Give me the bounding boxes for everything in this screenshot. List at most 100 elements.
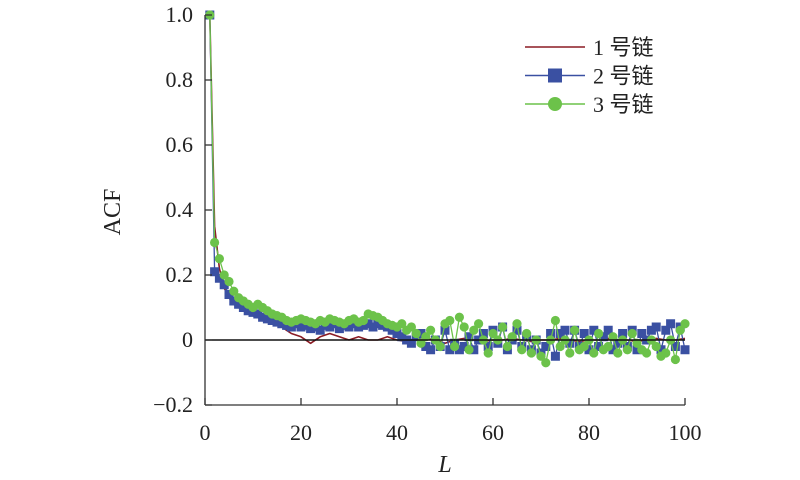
series-2-point bbox=[397, 332, 407, 342]
series-3-point bbox=[483, 348, 493, 358]
series-2-point bbox=[315, 325, 325, 335]
y-tick-label: 0.4 bbox=[166, 197, 194, 222]
series-2-point bbox=[541, 342, 551, 351]
series-3-point bbox=[416, 338, 426, 348]
series-3-point bbox=[536, 351, 546, 361]
series-2-point bbox=[584, 345, 594, 355]
series-2-point bbox=[656, 345, 666, 355]
series-2-point bbox=[565, 338, 575, 348]
series-3-point bbox=[565, 348, 575, 358]
series-2-point bbox=[550, 351, 560, 361]
series-2-point bbox=[560, 325, 570, 335]
series-2-point bbox=[555, 329, 565, 338]
legend-label: 2 号链 bbox=[593, 64, 654, 89]
series-2-point bbox=[546, 329, 556, 338]
series-2-point bbox=[344, 322, 354, 332]
y-tick-label: 0.6 bbox=[166, 132, 194, 157]
series-2-point bbox=[286, 322, 296, 332]
legend-item-2: 2 号链 bbox=[525, 64, 654, 89]
legend-circle-marker bbox=[548, 97, 562, 111]
y-tick-label: 0.8 bbox=[166, 67, 194, 92]
series-3-point bbox=[589, 348, 599, 358]
series-2-point bbox=[661, 325, 671, 335]
series-2-point bbox=[445, 345, 455, 355]
series-2-point bbox=[392, 329, 402, 338]
series-2-point bbox=[613, 338, 623, 348]
series-3-point bbox=[550, 315, 561, 326]
series-3-point bbox=[488, 328, 498, 339]
series-3-point bbox=[459, 322, 469, 332]
series-3-point bbox=[642, 348, 652, 358]
series-2-point bbox=[272, 317, 282, 327]
series-2-point bbox=[378, 320, 388, 330]
series-2-point bbox=[464, 332, 474, 342]
y-tick-label: 1.0 bbox=[166, 2, 194, 27]
series-2-point bbox=[603, 325, 613, 335]
series-2-point bbox=[426, 345, 436, 355]
series-2-point bbox=[306, 324, 316, 334]
series-3-point bbox=[454, 312, 464, 322]
series-2-point bbox=[666, 319, 676, 329]
series-2-point bbox=[354, 322, 364, 332]
series-2-point bbox=[680, 345, 690, 355]
series-2-point bbox=[349, 319, 359, 329]
y-axis-title: ACF bbox=[100, 189, 126, 236]
y-tick-label: 0 bbox=[182, 327, 193, 352]
series-3-point bbox=[435, 341, 445, 352]
series-3-point bbox=[555, 341, 565, 352]
series-2-point bbox=[373, 319, 383, 329]
series-3-point bbox=[613, 348, 623, 358]
series-3-point bbox=[358, 315, 368, 326]
series-2-point bbox=[454, 345, 464, 355]
series-3-point bbox=[579, 341, 589, 352]
series-3-point bbox=[469, 325, 479, 335]
series-2-point bbox=[214, 273, 224, 283]
series-2-point bbox=[267, 316, 277, 325]
series-2-point bbox=[608, 345, 618, 355]
series-3-point bbox=[421, 332, 431, 342]
series-2-point bbox=[258, 312, 268, 322]
series-2-point bbox=[421, 342, 431, 351]
series-3-point bbox=[397, 319, 407, 329]
series-2-point bbox=[262, 314, 272, 324]
series-2-point bbox=[325, 322, 335, 332]
series-3-point bbox=[512, 319, 522, 329]
legend-item-1: 1 号链 bbox=[525, 35, 654, 60]
series-2-point bbox=[238, 303, 248, 312]
series-3-point bbox=[661, 348, 671, 358]
series-3-point bbox=[406, 322, 416, 332]
series-3-point bbox=[608, 332, 618, 342]
series-3-point bbox=[526, 348, 537, 358]
ticks-layer: −0.2 0 0.2 0.4 0.6 0.8 1.0 0 20 40 60 80 100 bbox=[153, 2, 701, 445]
series-3-point bbox=[426, 325, 436, 335]
series-2-point bbox=[632, 345, 642, 355]
series-3-point bbox=[502, 341, 512, 352]
series-3-point bbox=[219, 270, 229, 280]
series-3-point bbox=[570, 325, 580, 335]
series-3-point bbox=[651, 341, 661, 352]
series-2-point bbox=[459, 342, 469, 351]
series-3-point bbox=[632, 338, 642, 348]
series-2-point bbox=[618, 329, 628, 338]
series-2-point bbox=[229, 296, 239, 306]
series-2-point bbox=[334, 324, 344, 334]
series-2-point bbox=[483, 342, 493, 351]
series-3-point bbox=[622, 345, 633, 355]
series-3-point bbox=[445, 315, 455, 326]
series-2-point bbox=[387, 325, 397, 335]
legend-label: 3 号链 bbox=[593, 92, 654, 117]
legend: 1 号链 2 号链 3 号链 bbox=[525, 35, 654, 117]
y-tick-label: 0.2 bbox=[166, 262, 194, 287]
series-3-point bbox=[507, 332, 517, 342]
series-3-point bbox=[450, 341, 460, 352]
series-2-point bbox=[589, 325, 599, 335]
series-2-point bbox=[224, 290, 234, 299]
series-2-point bbox=[637, 329, 647, 338]
series-3-point bbox=[224, 276, 234, 287]
series-2-point bbox=[253, 309, 263, 319]
series-2-point bbox=[469, 345, 479, 355]
series-3 bbox=[205, 10, 690, 368]
series-2-point bbox=[406, 338, 416, 348]
